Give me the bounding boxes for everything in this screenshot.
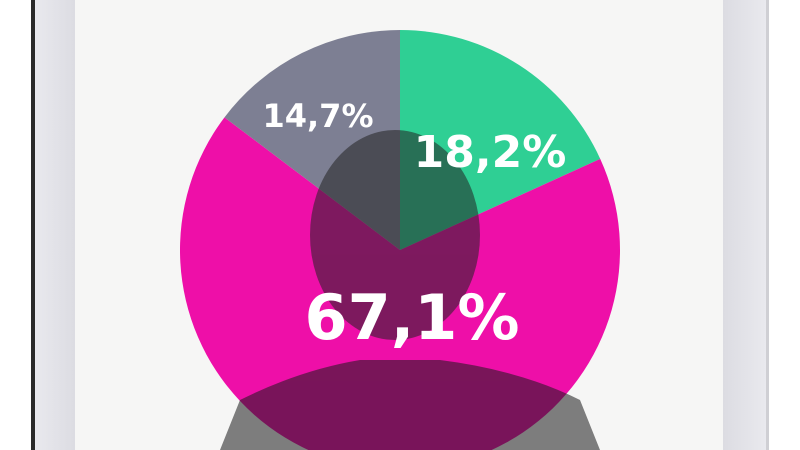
frame-border-left	[31, 0, 35, 450]
slice-label: 14,7%	[262, 97, 373, 135]
gutter-left	[35, 0, 75, 450]
frame-border-right	[766, 0, 769, 450]
slice-label: 67,1%	[304, 281, 519, 354]
slice-label: 18,2%	[414, 127, 567, 178]
gutter-right	[723, 0, 766, 450]
portrait-silhouette	[220, 130, 600, 450]
